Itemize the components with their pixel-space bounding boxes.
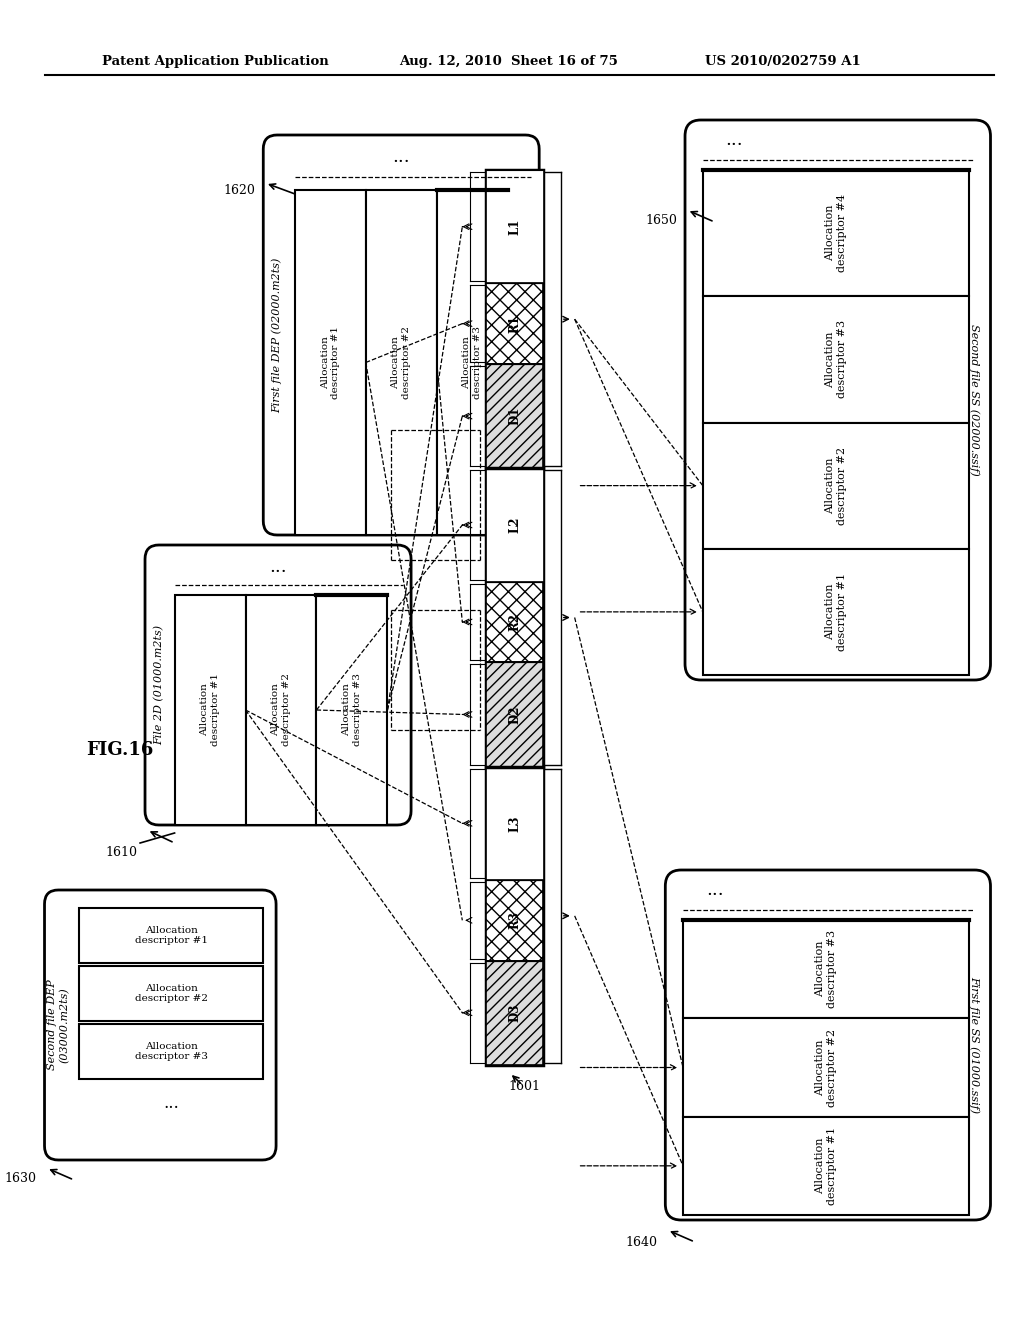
Bar <box>683 920 969 1018</box>
Text: Aug. 12, 2010  Sheet 16 of 75: Aug. 12, 2010 Sheet 16 of 75 <box>399 55 618 69</box>
Text: D1: D1 <box>508 407 521 425</box>
Text: R2: R2 <box>508 612 521 631</box>
Text: 1620: 1620 <box>223 183 255 197</box>
Text: File 2D (01000.m2ts): File 2D (01000.m2ts) <box>154 624 164 744</box>
Bar <box>486 170 543 1065</box>
Text: 1610: 1610 <box>105 846 137 859</box>
Bar <box>295 190 366 535</box>
Text: First file DEP (02000.m2ts): First file DEP (02000.m2ts) <box>271 257 283 413</box>
Text: ...: ... <box>163 1096 179 1113</box>
Bar <box>486 364 543 469</box>
Text: D3: D3 <box>508 1003 521 1022</box>
Text: Allocation
descriptor #3: Allocation descriptor #3 <box>134 1041 208 1061</box>
Bar <box>486 880 543 961</box>
Bar <box>79 1024 263 1078</box>
Text: Allocation
descriptor #2: Allocation descriptor #2 <box>271 673 291 747</box>
Text: Second file SS (02000.ssif): Second file SS (02000.ssif) <box>970 325 980 477</box>
Text: First file SS (01000.ssif): First file SS (01000.ssif) <box>970 977 980 1114</box>
Text: 1630: 1630 <box>5 1172 37 1184</box>
Text: 1640: 1640 <box>626 1236 657 1249</box>
Text: ...: ... <box>725 131 743 149</box>
Text: 1650: 1650 <box>645 214 677 227</box>
Text: L3: L3 <box>508 814 521 832</box>
Text: Allocation
descriptor #2: Allocation descriptor #2 <box>391 326 411 399</box>
Text: Allocation
descriptor #2: Allocation descriptor #2 <box>134 983 208 1003</box>
Text: Allocation
descriptor #4: Allocation descriptor #4 <box>825 194 847 272</box>
Bar <box>486 284 543 364</box>
Text: Allocation
descriptor #3: Allocation descriptor #3 <box>825 321 847 399</box>
Bar <box>702 549 969 675</box>
Bar <box>486 469 543 582</box>
Text: Allocation
descriptor #3: Allocation descriptor #3 <box>463 326 482 399</box>
Text: ...: ... <box>706 880 723 899</box>
Bar <box>702 296 969 422</box>
Text: R1: R1 <box>508 314 521 333</box>
Bar <box>436 190 508 535</box>
Bar <box>174 595 246 825</box>
Bar <box>366 190 436 535</box>
Bar <box>702 422 969 549</box>
FancyBboxPatch shape <box>263 135 540 535</box>
Bar <box>486 767 543 880</box>
Text: L1: L1 <box>508 219 521 235</box>
Text: Allocation
descriptor #1: Allocation descriptor #1 <box>825 573 847 651</box>
FancyBboxPatch shape <box>685 120 990 680</box>
Bar <box>683 1018 969 1117</box>
Text: Allocation
descriptor #2: Allocation descriptor #2 <box>815 1028 837 1106</box>
Bar <box>79 908 263 964</box>
FancyBboxPatch shape <box>44 890 276 1160</box>
FancyBboxPatch shape <box>145 545 411 825</box>
Text: D2: D2 <box>508 705 521 723</box>
Bar <box>79 966 263 1020</box>
Bar <box>683 1117 969 1214</box>
Text: FIG.16: FIG.16 <box>86 741 154 759</box>
Text: Allocation
descriptor #1: Allocation descriptor #1 <box>201 673 220 747</box>
Bar <box>486 170 543 284</box>
Bar <box>316 595 387 825</box>
Text: Second file DEP
(03000.m2ts): Second file DEP (03000.m2ts) <box>47 979 70 1071</box>
Text: Patent Application Publication: Patent Application Publication <box>101 55 329 69</box>
Bar <box>486 663 543 767</box>
Text: ...: ... <box>269 558 287 576</box>
Text: Allocation
descriptor #1: Allocation descriptor #1 <box>321 326 340 399</box>
Text: Allocation
descriptor #3: Allocation descriptor #3 <box>342 673 361 747</box>
Bar <box>246 595 316 825</box>
Text: L2: L2 <box>508 516 521 533</box>
Text: US 2010/0202759 A1: US 2010/0202759 A1 <box>705 55 860 69</box>
Text: Allocation
descriptor #1: Allocation descriptor #1 <box>815 1127 837 1205</box>
Text: Allocation
descriptor #3: Allocation descriptor #3 <box>815 931 837 1008</box>
FancyBboxPatch shape <box>666 870 990 1220</box>
Bar <box>486 961 543 1065</box>
Text: ...: ... <box>392 148 410 166</box>
Text: 1601: 1601 <box>508 1081 541 1093</box>
Text: Allocation
descriptor #1: Allocation descriptor #1 <box>134 925 208 945</box>
Text: R3: R3 <box>508 911 521 929</box>
Bar <box>702 170 969 296</box>
Bar <box>486 582 543 663</box>
Text: Allocation
descriptor #2: Allocation descriptor #2 <box>825 446 847 524</box>
